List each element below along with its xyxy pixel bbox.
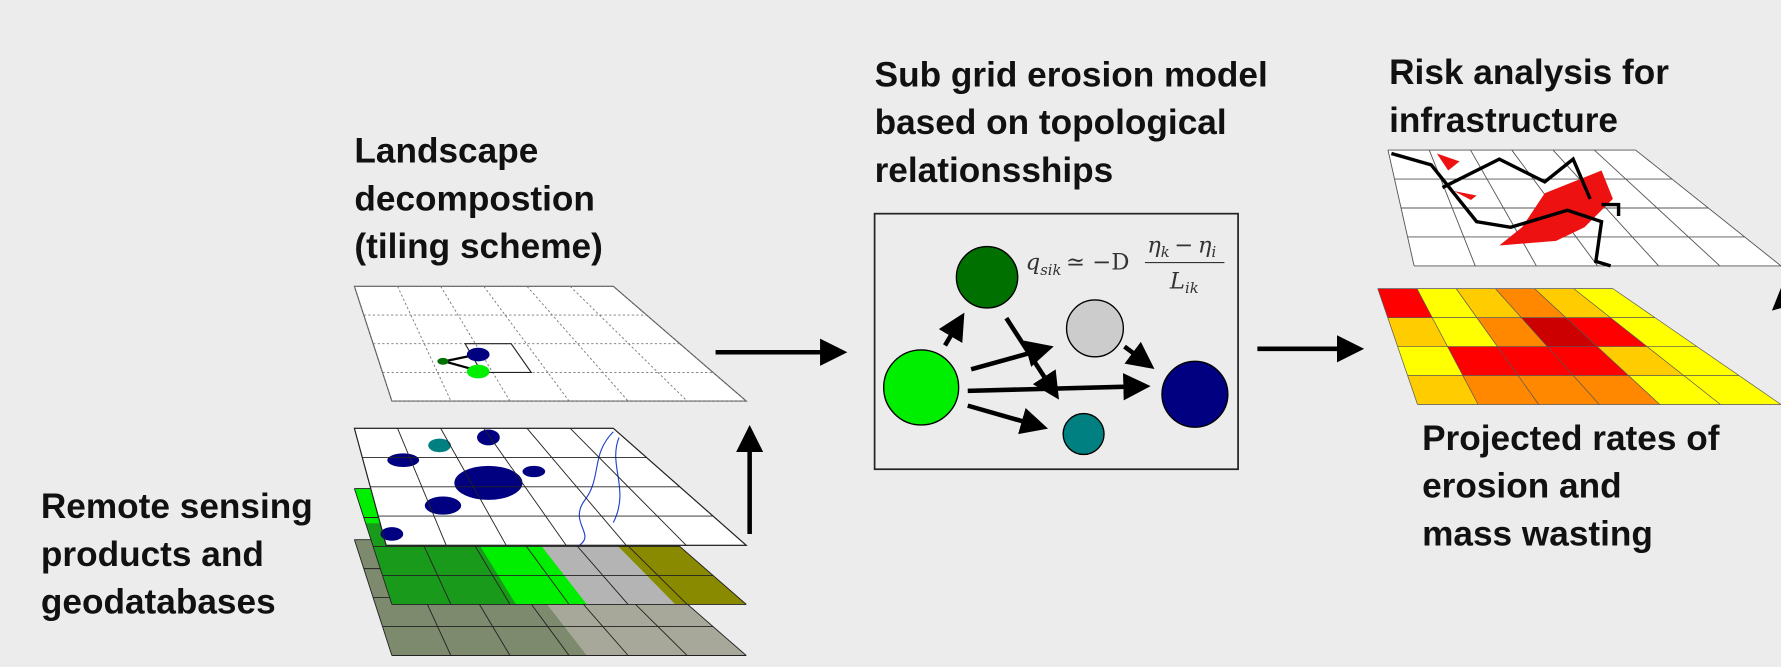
grid-line [397, 286, 452, 402]
heat-cell [1476, 317, 1548, 347]
heat-cell [1573, 375, 1660, 405]
water-body [380, 527, 404, 541]
heat-cell [1573, 288, 1655, 318]
label-line: (tiling scheme) [354, 227, 602, 266]
heat-cell [1521, 317, 1598, 347]
grid-line [483, 286, 570, 402]
tile [464, 343, 533, 373]
label-line: products and [41, 535, 264, 574]
label-line: based on topological [875, 103, 1227, 142]
heat-cell [1534, 288, 1611, 318]
label-line: relationsships [875, 151, 1114, 190]
label-line: geodatabases [41, 582, 276, 621]
label-line: decompostion [354, 179, 595, 218]
formula-part: − [1174, 232, 1193, 258]
formula-denominator: Lik [1169, 269, 1199, 298]
infrastructure [1390, 151, 1621, 268]
label-line: Risk analysis for [1389, 53, 1669, 92]
label-line: erosion and [1422, 467, 1622, 506]
heat-cell [1432, 317, 1498, 347]
formula-numerator: ηk − ηi [1147, 232, 1216, 261]
heat-cell [1495, 288, 1566, 318]
heat-cell [1416, 288, 1477, 318]
heat-cell [1377, 288, 1433, 318]
formula-part: L [1169, 269, 1185, 295]
water-body [522, 465, 546, 478]
label-line: Landscape [354, 132, 538, 171]
label-line: Projected rates of [1422, 419, 1720, 458]
heat-cell [1565, 317, 1648, 347]
label-line: mass wasting [1422, 514, 1653, 553]
labels: Landscape decompostion (tiling scheme) Sub … [41, 53, 1720, 621]
formula-part: sik [1040, 262, 1061, 279]
heat-cell [1407, 375, 1479, 405]
tile-node [466, 364, 490, 379]
label-line: infrastructure [1389, 101, 1618, 140]
stream [578, 431, 621, 546]
formula-part: k [1161, 244, 1170, 261]
heat-cell [1447, 346, 1519, 376]
heat-cell [1387, 317, 1448, 347]
formula-part: η [1147, 232, 1161, 258]
heat-cell [1610, 317, 1697, 347]
label-line: Sub grid erosion model [875, 55, 1268, 94]
formula-part: i [1211, 244, 1216, 261]
heat-cell [1597, 346, 1684, 376]
tile-node [466, 347, 490, 362]
heat-cell [1547, 346, 1629, 376]
water-body [477, 429, 500, 446]
heat-cell [1518, 375, 1600, 405]
formula-part: ≃ −D [1066, 249, 1129, 275]
heat-cell [1462, 375, 1539, 405]
water-body [424, 496, 462, 515]
heat-cell [1397, 346, 1463, 376]
formula-part: q [1026, 249, 1041, 275]
formula: qsik ≃ −D [1026, 249, 1130, 279]
water-body [387, 453, 420, 467]
heat-cell [1628, 375, 1721, 405]
heat-cell [1497, 346, 1574, 376]
arrow [1771, 282, 1781, 311]
risk-zone [1436, 153, 1613, 246]
graph-nodes [883, 245, 1229, 456]
label-line: Remote sensing [41, 487, 313, 526]
layers [353, 149, 1781, 656]
heat-cell [1456, 288, 1522, 318]
heat-cell [1683, 375, 1781, 405]
graph-edges [938, 312, 1155, 435]
model-box [873, 212, 1239, 471]
formula-part: η [1198, 232, 1212, 258]
heat-cell [1647, 346, 1739, 376]
grid-line [526, 286, 629, 402]
formula-part: ik [1185, 280, 1199, 297]
tile-node [437, 357, 449, 365]
water-body [428, 438, 451, 453]
water-body [454, 465, 523, 500]
